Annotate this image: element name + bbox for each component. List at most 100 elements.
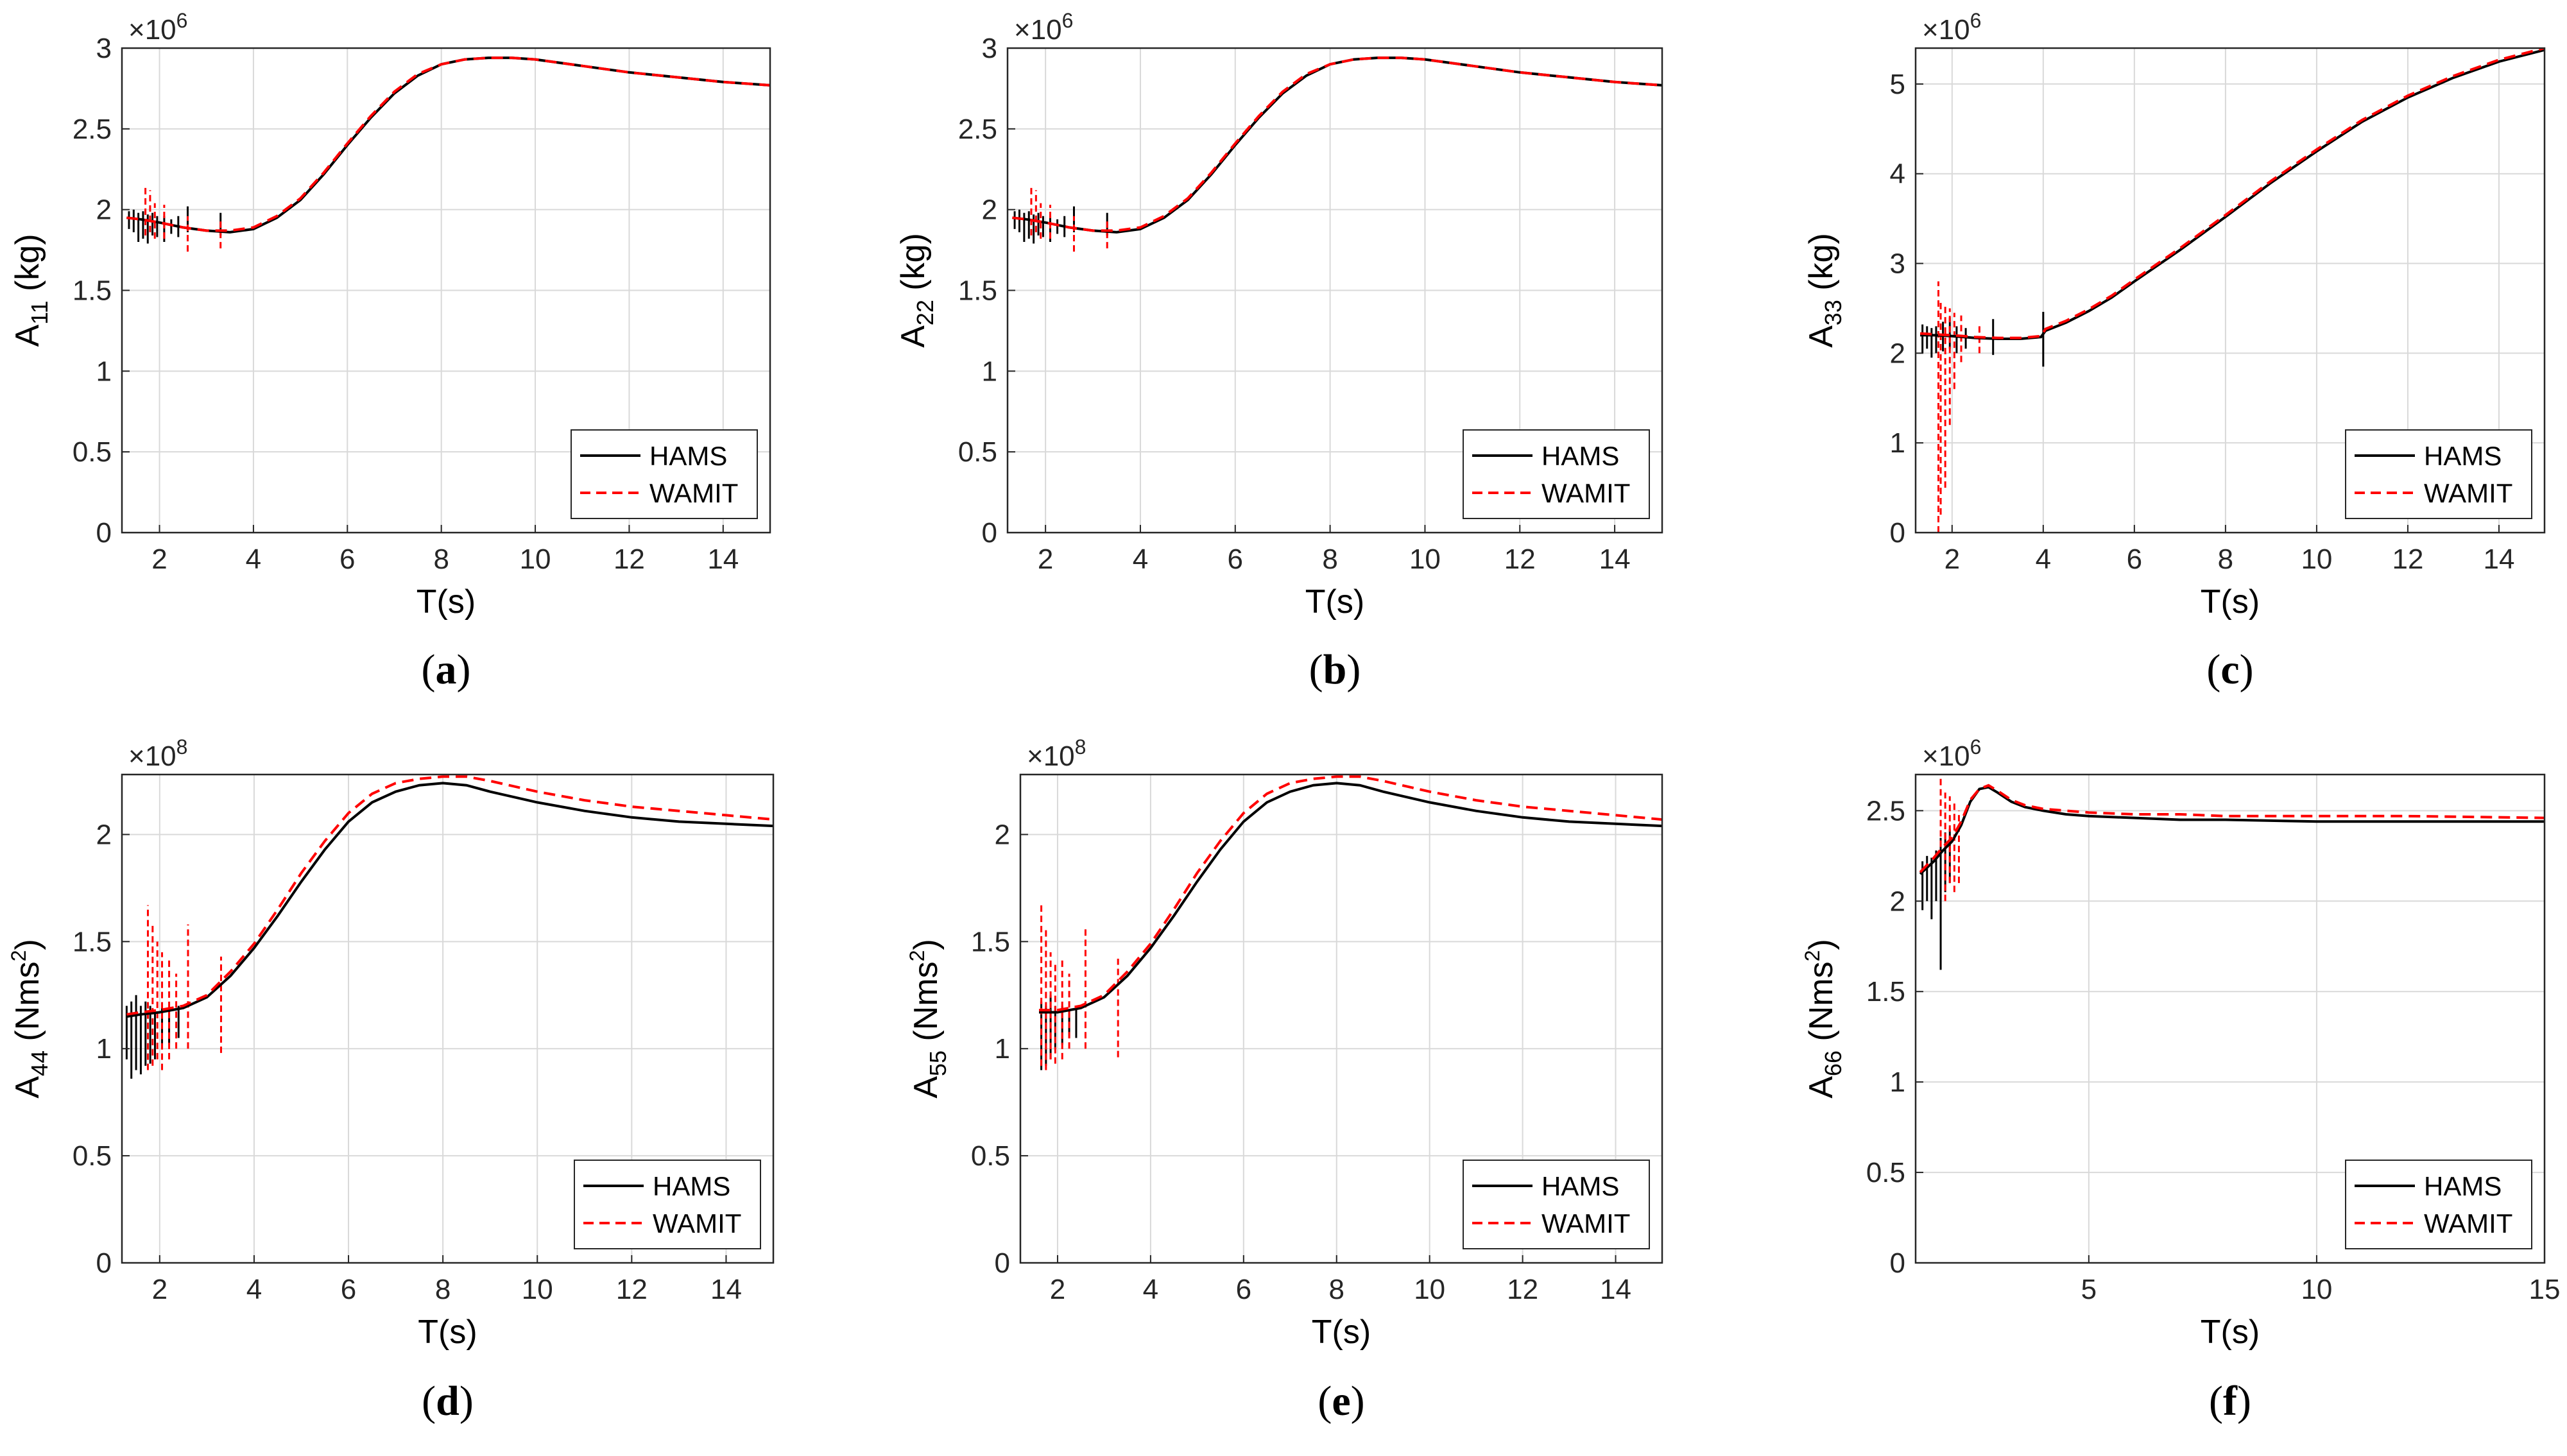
x-tick-label: 5 bbox=[2081, 1274, 2097, 1305]
y-tick-label: 2.5 bbox=[958, 114, 997, 145]
panel-caption: (f) bbox=[2209, 1378, 2251, 1425]
x-axis-label: T(s) bbox=[1305, 583, 1364, 621]
series-line-hams bbox=[126, 782, 773, 1018]
axis-multiplier: ×106 bbox=[1922, 735, 1981, 772]
y-tick-label: 1 bbox=[96, 1033, 112, 1065]
legend-label-wamit: WAMIT bbox=[1541, 478, 1630, 508]
y-tick-label: 0.5 bbox=[73, 436, 112, 468]
data-layer bbox=[1039, 775, 1662, 1070]
y-axis-label: A44 (Nms2) bbox=[7, 939, 53, 1099]
x-tick-label: 10 bbox=[2301, 544, 2332, 575]
y-tick-label: 1 bbox=[982, 355, 997, 387]
legend: HAMS WAMIT bbox=[1463, 1160, 1650, 1249]
legend-label-wamit: WAMIT bbox=[653, 1208, 741, 1238]
x-tick-label: 2 bbox=[1038, 544, 1053, 575]
series-line-wamit bbox=[1919, 784, 2545, 873]
data-layer bbox=[1919, 775, 2545, 970]
axis-multiplier: ×106 bbox=[1014, 9, 1073, 46]
series-line-hams bbox=[1039, 782, 1662, 1014]
series-line-wamit bbox=[1919, 48, 2545, 339]
x-tick-label: 8 bbox=[433, 544, 449, 575]
x-tick-label: 14 bbox=[2484, 544, 2515, 575]
x-tick-label: 6 bbox=[2127, 544, 2142, 575]
y-tick-label: 0 bbox=[982, 517, 997, 549]
series-line-wamit bbox=[1012, 56, 1662, 232]
x-tick-label: 14 bbox=[710, 1274, 742, 1305]
x-tick-label: 12 bbox=[2392, 544, 2423, 575]
x-tick-label: 14 bbox=[1600, 1274, 1631, 1305]
y-tick-label: 2 bbox=[982, 194, 997, 226]
y-tick-label: 3 bbox=[96, 33, 112, 64]
x-tick-label: 4 bbox=[246, 544, 261, 575]
axes-box bbox=[1019, 773, 1663, 1264]
panel-caption: (a) bbox=[422, 646, 471, 693]
legend: HAMS WAMIT bbox=[2345, 429, 2532, 519]
x-tick-label: 8 bbox=[2218, 544, 2233, 575]
axis-multiplier: ×108 bbox=[128, 735, 187, 772]
legend-box bbox=[2345, 1160, 2532, 1249]
x-tick-label: 12 bbox=[616, 1274, 648, 1305]
x-tick-label: 8 bbox=[1329, 1274, 1344, 1305]
x-axis-label: T(s) bbox=[418, 1314, 477, 1351]
y-axis-label: A33 (kg) bbox=[1803, 233, 1846, 348]
x-tick-label: 6 bbox=[1228, 544, 1243, 575]
y-tick-label: 0.5 bbox=[73, 1140, 112, 1172]
legend-box bbox=[1463, 1160, 1650, 1249]
chart-panel-f: 5 10 15 0 0.5 1 1.5 2 2.5 ×106 T(s) A66 (Nms2) HAMS W… bbox=[1801, 735, 2560, 1425]
y-tick-label: 2.5 bbox=[1866, 795, 1905, 826]
chart-panel-a: 2 4 6 8 10 12 14 0 0.5 1 1.5 2 2.5 3 ×106 T(s) A11 (kg) H… bbox=[9, 9, 771, 693]
x-tick-label: 14 bbox=[707, 544, 739, 575]
x-tick-label: 2 bbox=[151, 544, 167, 575]
x-tick-label: 10 bbox=[520, 544, 551, 575]
axis-multiplier: ×106 bbox=[1922, 9, 1981, 46]
y-tick-label: 1.5 bbox=[971, 926, 1010, 957]
legend-label-hams: HAMS bbox=[1541, 1171, 1619, 1201]
series-line-hams bbox=[1919, 785, 2545, 875]
y-tick-label: 1.5 bbox=[73, 275, 112, 307]
legend: HAMS WAMIT bbox=[1463, 429, 1650, 519]
x-tick-label: 2 bbox=[152, 1274, 167, 1305]
x-axis-label: T(s) bbox=[1312, 1314, 1371, 1351]
panel-caption: (c) bbox=[2206, 646, 2253, 693]
x-tick-label: 8 bbox=[1322, 544, 1337, 575]
y-tick-label: 0 bbox=[1890, 517, 1905, 549]
x-tick-label: 2 bbox=[1050, 1274, 1065, 1305]
legend-box bbox=[1463, 429, 1650, 519]
panel-caption: (b) bbox=[1309, 646, 1361, 693]
y-tick-label: 1 bbox=[96, 355, 112, 387]
y-tick-label: 2 bbox=[1890, 886, 1905, 917]
y-axis-label: A11 (kg) bbox=[9, 234, 53, 347]
y-tick-label: 1.5 bbox=[73, 926, 112, 957]
axis-multiplier: ×106 bbox=[128, 9, 187, 46]
chart-panel-e: 2 4 6 8 10 12 14 0 0.5 1 1.5 2 ×108 T(s) A55 (Nms2) HAM… bbox=[906, 735, 1663, 1425]
x-tick-label: 10 bbox=[1414, 1274, 1445, 1305]
y-tick-label: 2 bbox=[96, 819, 112, 850]
legend-label-wamit: WAMIT bbox=[2424, 1208, 2512, 1238]
axes-box bbox=[1914, 773, 2546, 1264]
legend: HAMS WAMIT bbox=[2345, 1160, 2532, 1249]
x-tick-label: 10 bbox=[1409, 544, 1441, 575]
y-tick-label: 2 bbox=[1890, 338, 1905, 369]
y-tick-label: 4 bbox=[1890, 158, 1905, 190]
y-tick-label: 3 bbox=[1890, 248, 1905, 280]
chart-panel-d: 2 4 6 8 10 12 14 0 0.5 1 1.5 2 ×108 T(s) A44 (Nms2) HAM… bbox=[7, 735, 775, 1425]
y-tick-label: 0 bbox=[96, 1247, 112, 1279]
legend: HAMS WAMIT bbox=[574, 1160, 761, 1249]
x-tick-label: 12 bbox=[614, 544, 645, 575]
chart-panel-b: 2 4 6 8 10 12 14 0 0.5 1 1.5 2 2.5 3 ×106 T(s) A22 (kg) H… bbox=[895, 9, 1663, 693]
x-tick-label: 10 bbox=[522, 1274, 553, 1305]
y-tick-label: 0.5 bbox=[1866, 1157, 1905, 1188]
y-tick-label: 1.5 bbox=[958, 275, 997, 307]
x-axis-label: T(s) bbox=[2201, 1314, 2260, 1351]
y-tick-label: 0 bbox=[1890, 1247, 1905, 1279]
y-tick-label: 1.5 bbox=[1866, 976, 1905, 1007]
axis-multiplier: ×108 bbox=[1027, 735, 1086, 772]
x-tick-label: 8 bbox=[435, 1274, 451, 1305]
panel-caption: (d) bbox=[422, 1378, 474, 1425]
y-axis-label: A22 (kg) bbox=[895, 233, 938, 348]
legend-label-hams: HAMS bbox=[1541, 441, 1619, 471]
x-axis-label: T(s) bbox=[2201, 583, 2260, 621]
y-tick-label: 2 bbox=[995, 819, 1010, 850]
